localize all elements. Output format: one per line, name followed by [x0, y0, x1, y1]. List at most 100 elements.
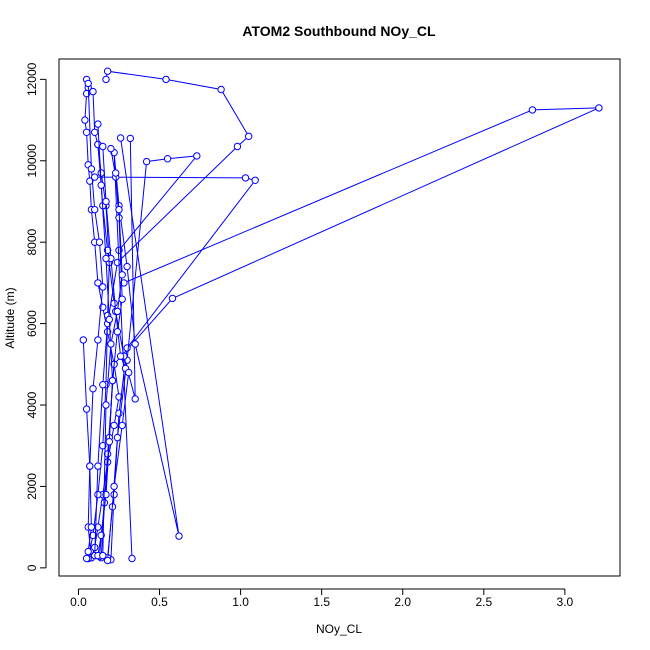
data-point: [112, 169, 120, 177]
data-point: [113, 433, 122, 442]
data-point: [217, 85, 225, 94]
data-point: [233, 142, 242, 151]
data-point: [89, 87, 97, 96]
series-11: [99, 142, 133, 565]
data-point: [102, 254, 110, 263]
series-line: [87, 83, 104, 558]
data-point: [97, 169, 105, 177]
data-point: [118, 421, 126, 430]
data-point: [89, 531, 97, 539]
data-point: [110, 490, 118, 499]
data-point: [241, 174, 250, 182]
data-point: [94, 120, 102, 128]
data-point: [163, 155, 172, 163]
data-point: [125, 368, 133, 377]
data-point: [126, 134, 135, 143]
y-tick-label: 4000: [25, 391, 39, 418]
data-point: [97, 181, 105, 189]
plot-frame: [58, 58, 621, 577]
data-point: [595, 104, 603, 112]
chart-title: ATOM2 Southbound NOy_CL: [242, 23, 436, 39]
data-point: [81, 116, 89, 124]
x-tick-label: 2.5: [475, 595, 492, 609]
data-point: [99, 283, 107, 291]
data-point: [193, 152, 201, 160]
x-tick-label: 0.5: [151, 595, 168, 609]
data-point: [113, 307, 122, 316]
data-point: [99, 381, 107, 389]
data-point: [94, 279, 102, 287]
x-tick-label: 0.0: [70, 595, 87, 609]
x-tick-label: 1.5: [313, 595, 330, 609]
series-4: [91, 67, 253, 560]
data-point: [118, 271, 126, 279]
data-point: [84, 79, 92, 88]
data-point: [102, 75, 110, 84]
data-point: [128, 554, 136, 563]
data-point: [131, 340, 139, 348]
data-point: [91, 205, 99, 214]
data-point: [91, 173, 99, 181]
data-point: [94, 490, 102, 499]
data-point: [79, 336, 88, 344]
x-tick-label: 3.0: [557, 595, 574, 609]
data-point: [84, 547, 92, 556]
data-point: [103, 556, 112, 565]
data-point: [251, 176, 259, 185]
data-point: [528, 106, 537, 114]
data-point: [95, 238, 104, 246]
data-point: [94, 462, 102, 470]
series-line: [102, 146, 130, 561]
data-point: [102, 197, 110, 206]
y-tick-label: 0: [25, 564, 39, 571]
data-point: [107, 144, 115, 153]
data-point: [99, 142, 107, 151]
data-point: [82, 128, 91, 137]
data-point: [175, 532, 183, 540]
data-point: [245, 132, 253, 141]
data-point: [110, 299, 118, 307]
data-point: [105, 438, 114, 446]
data-point: [87, 523, 96, 531]
data-point: [89, 385, 97, 393]
series-layer: [79, 67, 603, 565]
data-point: [94, 336, 102, 344]
data-point: [110, 421, 118, 430]
x-axis-title: NOy_CL: [316, 622, 362, 636]
data-point: [82, 405, 91, 413]
data-point: [116, 352, 125, 360]
data-point: [86, 177, 94, 185]
data-point: [110, 482, 118, 491]
data-point: [105, 315, 114, 324]
data-point: [118, 295, 126, 303]
data-point: [87, 165, 96, 173]
data-point: [142, 157, 151, 166]
data-point: [131, 395, 139, 403]
y-tick-label: 6000: [25, 310, 39, 337]
data-point: [107, 340, 115, 348]
y-tick-label: 2000: [25, 473, 39, 500]
series-10: [110, 134, 183, 563]
data-point: [113, 258, 122, 267]
series-8: [79, 336, 96, 563]
x-axis: 0.0 0.5 1.0 1.5 2.0 2.5 3.0: [70, 588, 574, 609]
data-point: [108, 376, 117, 385]
data-point: [116, 134, 125, 142]
data-point: [162, 75, 170, 84]
data-point: [168, 294, 177, 303]
data-point: [103, 67, 112, 75]
series-13: [94, 120, 117, 560]
data-point: [123, 344, 131, 352]
data-point: [99, 551, 107, 560]
data-point: [113, 328, 122, 336]
x-tick-label: 1.0: [232, 595, 249, 609]
y-tick-label: 12000: [25, 62, 39, 96]
y-tick-label: 8000: [25, 229, 39, 256]
data-point: [115, 205, 123, 214]
y-tick-label: 10000: [25, 144, 39, 178]
y-axis-title: Altitude (m): [3, 287, 17, 348]
data-point: [82, 554, 91, 563]
series-14: [99, 169, 126, 560]
